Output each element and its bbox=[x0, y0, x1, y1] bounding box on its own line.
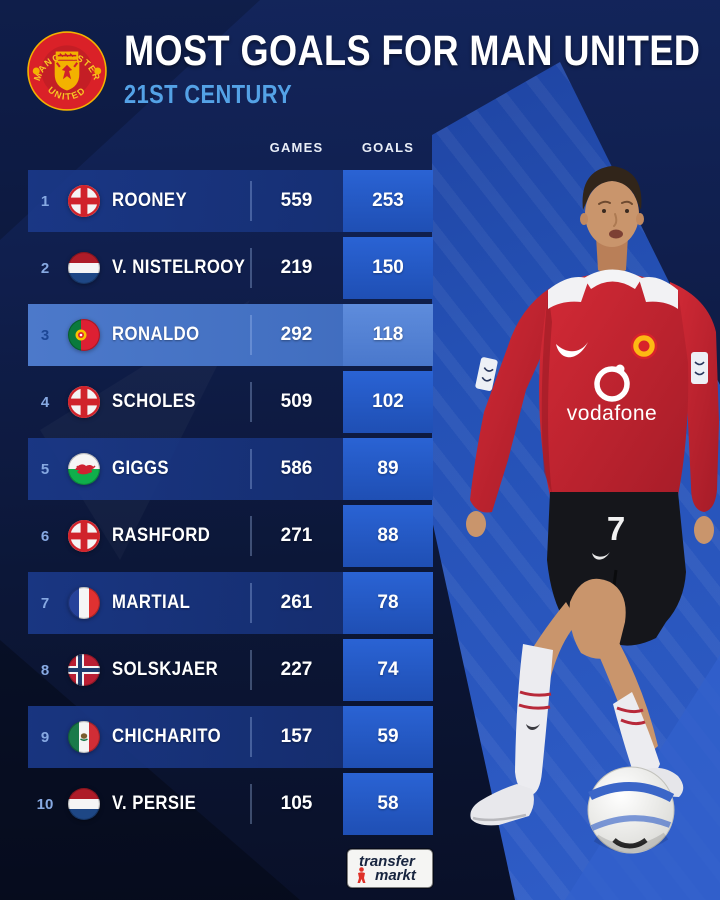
goals-value: 253 bbox=[372, 190, 404, 211]
netherlands-flag-icon bbox=[68, 788, 100, 820]
goals-value: 150 bbox=[372, 257, 404, 278]
player-name: SOLSKJAER bbox=[112, 659, 219, 680]
england-flag-icon bbox=[68, 520, 100, 552]
england-flag-icon bbox=[68, 386, 100, 418]
column-divider bbox=[250, 315, 252, 355]
player-name: V. NISTELROOY bbox=[112, 257, 246, 278]
rank-label: 7 bbox=[40, 594, 50, 612]
page-title: MOST GOALS FOR MAN UNITED bbox=[124, 27, 701, 75]
table-row-scholes: 4 SCHOLES 509 102 bbox=[28, 371, 433, 433]
games-value: 509 bbox=[280, 391, 313, 412]
rank-label: 3 bbox=[40, 326, 50, 344]
games-value: 586 bbox=[280, 458, 313, 479]
player-name: V. PERSIE bbox=[112, 793, 197, 814]
transfermarkt-logo-line1: transfer bbox=[359, 853, 415, 870]
table-row-solskjaer: 8 SOLSKJAER 227 74 bbox=[28, 639, 433, 701]
goals-badge: 59 bbox=[343, 706, 433, 768]
rank-label: 1 bbox=[40, 192, 50, 210]
goals-badge: 74 bbox=[343, 639, 433, 701]
goals-badge: 88 bbox=[343, 505, 433, 567]
goals-badge: 102 bbox=[343, 371, 433, 433]
table-row-ronaldo: 3 RONALDO 292 118 bbox=[28, 304, 433, 366]
mexico-flag-icon bbox=[68, 721, 100, 753]
goals-value: 78 bbox=[377, 592, 399, 613]
page-subtitle: 21ST CENTURY bbox=[124, 79, 293, 109]
games-value: 261 bbox=[280, 592, 313, 613]
rank-label: 2 bbox=[40, 259, 50, 277]
games-value: 271 bbox=[280, 525, 313, 546]
column-divider bbox=[250, 516, 252, 556]
rank-label: 10 bbox=[36, 795, 54, 813]
goals-value: 74 bbox=[377, 659, 399, 680]
netherlands-flag-icon bbox=[68, 252, 100, 284]
player-name: CHICHARITO bbox=[112, 726, 222, 747]
goals-badge: 253 bbox=[343, 170, 433, 232]
goals-value: 102 bbox=[372, 391, 404, 412]
goals-badge: 78 bbox=[343, 572, 433, 634]
player-name: ROONEY bbox=[112, 190, 188, 211]
column-divider bbox=[250, 717, 252, 757]
games-value: 105 bbox=[280, 793, 313, 814]
goals-badge: 58 bbox=[343, 773, 433, 835]
goals-value: 118 bbox=[372, 324, 404, 345]
column-divider bbox=[250, 382, 252, 422]
goals-badge: 89 bbox=[343, 438, 433, 500]
rank-label: 9 bbox=[40, 728, 50, 746]
goals-value: 59 bbox=[377, 726, 399, 747]
player-name: SCHOLES bbox=[112, 391, 196, 412]
goals-badge: 150 bbox=[343, 237, 433, 299]
transfermarkt-logo-line2: markt bbox=[375, 867, 416, 884]
player-name: RASHFORD bbox=[112, 525, 211, 546]
table-row-v-nistelrooy: 2 V. NISTELROOY 219 150 bbox=[28, 237, 433, 299]
column-divider bbox=[250, 181, 252, 221]
transfermarkt-logo: transfer markt bbox=[347, 849, 433, 888]
player-name: GIGGS bbox=[112, 458, 170, 479]
goals-value: 88 bbox=[377, 525, 399, 546]
games-value: 219 bbox=[280, 257, 313, 278]
column-header-games: GAMES bbox=[269, 140, 324, 155]
table-row-giggs: 5 GIGGS 586 89 bbox=[28, 438, 433, 500]
column-divider bbox=[250, 583, 252, 623]
column-divider bbox=[250, 784, 252, 824]
table-row-rashford: 6 RASHFORD 271 88 bbox=[28, 505, 433, 567]
table-column-headers: GAMES GOALS bbox=[28, 140, 433, 160]
column-divider bbox=[250, 650, 252, 690]
games-value: 227 bbox=[280, 659, 313, 680]
man-united-crest-icon: MANCHESTER UNITED bbox=[26, 30, 108, 112]
england-flag-icon bbox=[68, 185, 100, 217]
rankings-rows: 1 ROONEY 559 253 2 V. NISTELROOY 219 150… bbox=[28, 170, 433, 840]
column-divider bbox=[250, 248, 252, 288]
table-row-v-persie: 10 V. PERSIE 105 58 bbox=[28, 773, 433, 835]
rank-label: 4 bbox=[40, 393, 50, 411]
rank-label: 5 bbox=[40, 460, 50, 478]
rank-label: 6 bbox=[40, 527, 50, 545]
games-value: 157 bbox=[280, 726, 313, 747]
portugal-flag-icon bbox=[68, 319, 100, 351]
games-value: 559 bbox=[280, 190, 313, 211]
wales-flag-icon bbox=[68, 453, 100, 485]
player-name: RONALDO bbox=[112, 324, 200, 345]
france-flag-icon bbox=[68, 587, 100, 619]
goals-value: 89 bbox=[377, 458, 399, 479]
goals-badge: 118 bbox=[343, 304, 433, 366]
goals-value: 58 bbox=[377, 793, 399, 814]
column-header-goals: GOALS bbox=[361, 140, 415, 155]
norway-flag-icon bbox=[68, 654, 100, 686]
column-divider bbox=[250, 449, 252, 489]
games-value: 292 bbox=[280, 324, 313, 345]
table-row-martial: 7 MARTIAL 261 78 bbox=[28, 572, 433, 634]
table-row-chicharito: 9 CHICHARITO 157 59 bbox=[28, 706, 433, 768]
rank-label: 8 bbox=[40, 661, 50, 679]
table-row-rooney: 1 ROONEY 559 253 bbox=[28, 170, 433, 232]
player-name: MARTIAL bbox=[112, 592, 191, 613]
transfermarkt-mascot-icon bbox=[357, 867, 366, 883]
